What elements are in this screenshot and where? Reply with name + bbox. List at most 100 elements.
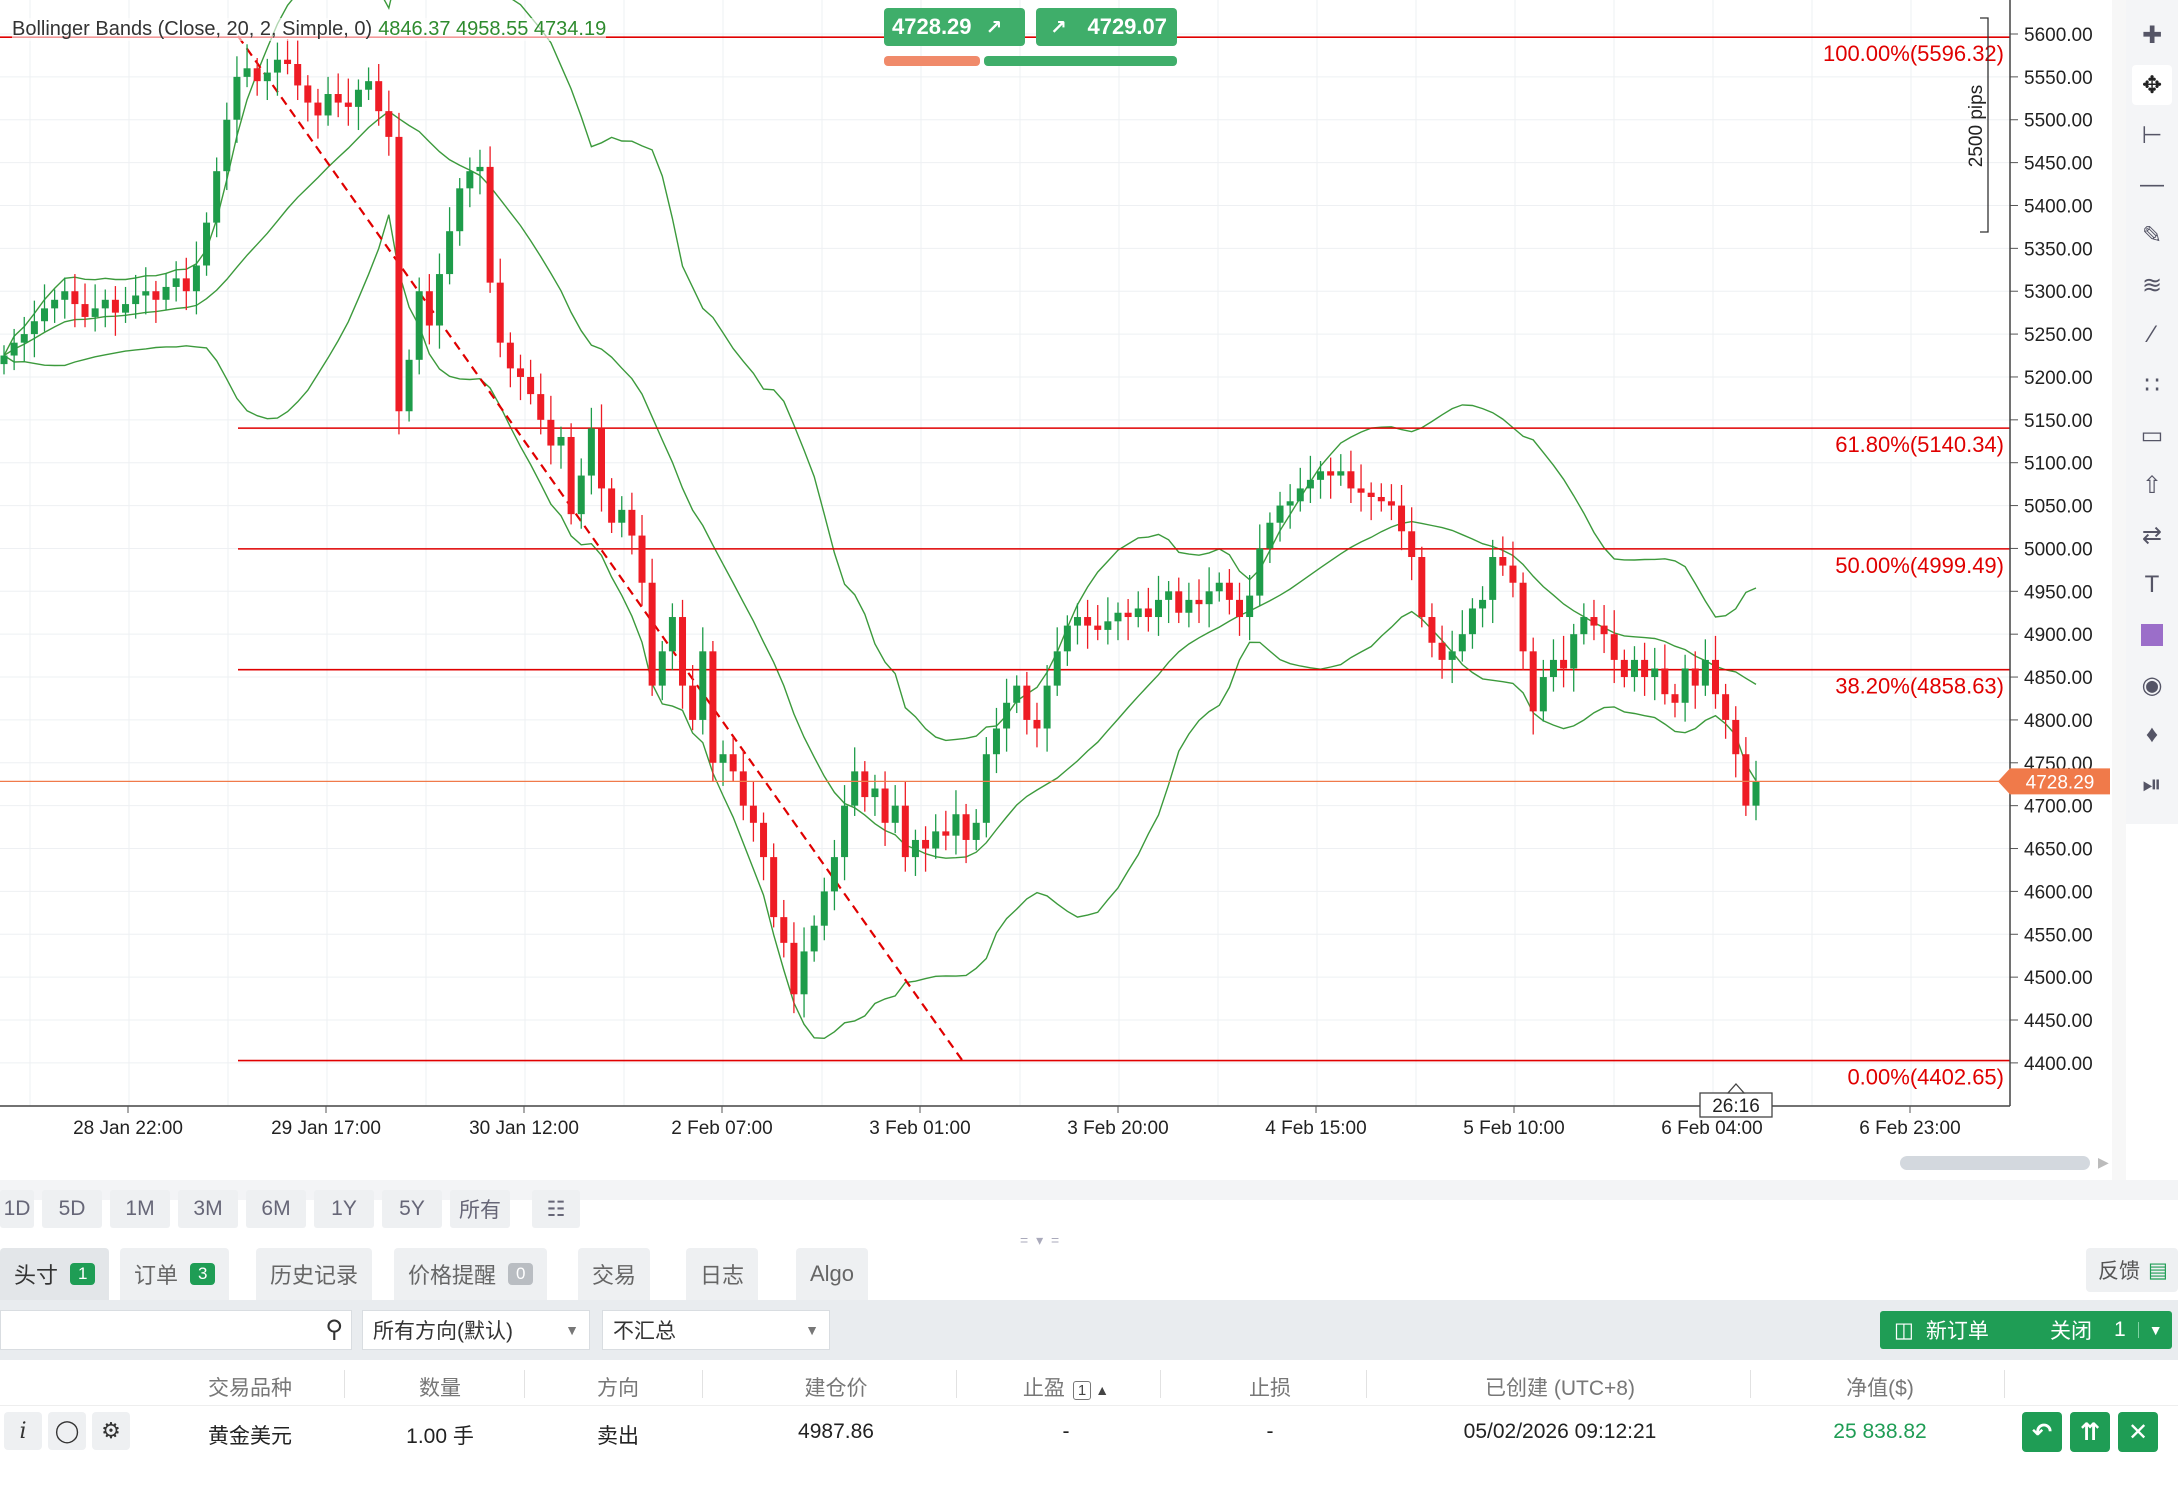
cell-created: 05/02/2026 09:12:21: [1463, 1420, 1657, 1443]
candle-body: [962, 814, 970, 840]
column-divider[interactable]: [702, 1370, 703, 1398]
close-position-button[interactable]: ✕: [2118, 1412, 2158, 1452]
sell-button[interactable]: 4728.29 ↗: [884, 8, 1025, 46]
new-order-button[interactable]: ◫ 新订单: [1880, 1311, 2040, 1349]
info-icon[interactable]: i: [4, 1412, 42, 1450]
camera-icon[interactable]: ◉: [2141, 671, 2163, 699]
drawing-toolbar: ✚ ✥ ⊢ ― ✎ ≋ ⁄ ∷ ▭ ⇧ ⇄ T ◉ ♦ ⏯: [2126, 0, 2178, 824]
table-row[interactable]: i ◯ ⚙ 黄金美元 1.00 手 卖出 4987.86 - - 05/02/2…: [0, 1406, 2178, 1458]
column-header[interactable]: 止损: [1200, 1372, 1340, 1402]
buy-button[interactable]: ↗ 4729.07: [1036, 8, 1177, 46]
cursor-crosshair-icon[interactable]: ✥: [2132, 65, 2172, 105]
column-header[interactable]: 止盈 1 ▲: [996, 1372, 1136, 1402]
direction-select[interactable]: 所有方向(默认) ▼: [362, 1310, 590, 1350]
candle-body: [1073, 617, 1081, 626]
close-all-button[interactable]: 关闭 1 ▼: [2034, 1311, 2172, 1349]
price-tick-label: 5500.00: [2024, 111, 2093, 132]
column-divider[interactable]: [524, 1370, 525, 1398]
candle-body: [1185, 599, 1193, 613]
column-header[interactable]: 建仓价: [766, 1372, 906, 1402]
arrow-up-shape-icon[interactable]: ⇧: [2141, 471, 2163, 499]
indicator-label[interactable]: Bollinger Bands (Close, 20, 2, Simple, 0…: [12, 18, 607, 41]
double-position-button[interactable]: ⇈: [2070, 1412, 2110, 1452]
calendar-icon[interactable]: ☷: [532, 1190, 580, 1228]
chevron-down-icon[interactable]: ▼: [2137, 1322, 2163, 1338]
tab-3[interactable]: 价格提醒 0: [394, 1248, 548, 1300]
crosshair-icon[interactable]: ✚: [2141, 21, 2163, 49]
column-divider[interactable]: [956, 1370, 957, 1398]
column-header[interactable]: 净值($): [1800, 1372, 1960, 1402]
bell-icon[interactable]: ♦: [2145, 721, 2159, 748]
tab-4[interactable]: 交易: [578, 1248, 651, 1300]
candle-body: [1266, 522, 1274, 549]
range-button[interactable]: 1D: [0, 1190, 34, 1228]
toolbar-scroll-track: [2112, 0, 2126, 1180]
chart-grid: [0, 0, 2010, 1106]
candle-body: [1053, 651, 1061, 686]
cell-take-profit[interactable]: -: [1062, 1420, 1070, 1443]
chart-panel[interactable]: 100.00%(5596.32) 61.80%(5140.34) 50.00%(49…: [0, 0, 2112, 1180]
price-chart[interactable]: 100.00%(5596.32) 61.80%(5140.34) 50.00%(49…: [0, 0, 2112, 1146]
panel-splitter[interactable]: = ▾ =: [1020, 1232, 1062, 1248]
aggregate-select[interactable]: 不汇总 ▼: [602, 1310, 830, 1350]
search-icon[interactable]: ⚲: [325, 1316, 343, 1343]
candle-body: [1560, 659, 1568, 669]
color-swatch-icon[interactable]: [2132, 615, 2172, 655]
range-button[interactable]: 所有: [450, 1190, 510, 1228]
candle-body: [1499, 557, 1507, 566]
tab-6[interactable]: Algo: [796, 1248, 869, 1300]
gear-icon[interactable]: ⚙: [92, 1412, 130, 1450]
candle-body: [628, 509, 636, 536]
channel-icon[interactable]: ⁄: [2149, 321, 2154, 348]
cell-stop-loss[interactable]: -: [1266, 1420, 1274, 1443]
column-header[interactable]: 交易品种: [180, 1372, 320, 1402]
scroll-right-icon[interactable]: ▶: [2098, 1154, 2109, 1170]
measure-icon[interactable]: ⊢: [2141, 121, 2163, 149]
tab-2[interactable]: 历史记录: [256, 1248, 373, 1300]
rectangle-icon[interactable]: ▭: [2140, 421, 2164, 449]
candle-body: [1620, 659, 1628, 678]
tab-5[interactable]: 日志: [686, 1248, 759, 1300]
price-tick-label: 5200.00: [2024, 368, 2093, 389]
column-header[interactable]: 方向: [548, 1372, 688, 1402]
replay-icon[interactable]: ⏯: [2142, 771, 2162, 798]
price-tick-label: 4400.00: [2024, 1054, 2093, 1075]
lower-band-line: [3, 214, 1757, 1040]
shield-icon[interactable]: ◯: [48, 1412, 86, 1450]
candle-body: [0, 355, 8, 365]
candle-body: [496, 282, 504, 343]
scrollbar-thumb[interactable]: [1900, 1156, 2090, 1170]
candle-body: [1722, 694, 1730, 720]
candle-body: [1752, 781, 1760, 806]
search-input[interactable]: ⚲: [0, 1310, 352, 1350]
pattern-icon[interactable]: ∷: [2144, 371, 2160, 399]
long-short-icon[interactable]: ⇄: [2141, 521, 2163, 549]
range-button[interactable]: 5Y: [382, 1190, 442, 1228]
aggregate-value: 不汇总: [613, 1320, 676, 1343]
sort-asc-icon: ▲: [1095, 1382, 1110, 1398]
text-icon[interactable]: T: [2144, 571, 2160, 598]
range-button[interactable]: 1M: [110, 1190, 170, 1228]
range-button[interactable]: 3M: [178, 1190, 238, 1228]
range-button[interactable]: 6M: [246, 1190, 306, 1228]
pencil-icon[interactable]: ✎: [2141, 221, 2163, 249]
range-button[interactable]: 1Y: [314, 1190, 374, 1228]
fib-retracement-icon[interactable]: ≋: [2141, 271, 2163, 299]
range-button[interactable]: 5D: [42, 1190, 102, 1228]
candle-body: [1317, 471, 1325, 480]
tab-0[interactable]: 头寸 1: [0, 1248, 110, 1300]
column-divider[interactable]: [1366, 1370, 1367, 1398]
chart-horizontal-scrollbar[interactable]: ▶: [0, 1146, 2112, 1180]
column-divider[interactable]: [344, 1370, 345, 1398]
tab-1[interactable]: 订单 3: [120, 1248, 230, 1300]
candle-body: [1539, 677, 1547, 712]
feedback-button[interactable]: 反馈 ▤: [2086, 1248, 2178, 1292]
column-divider[interactable]: [1750, 1370, 1751, 1398]
candle-body: [1377, 496, 1385, 502]
reverse-position-button[interactable]: ↶: [2022, 1412, 2062, 1452]
column-divider[interactable]: [2004, 1370, 2005, 1398]
column-header[interactable]: 已创建 (UTC+8): [1430, 1372, 1690, 1402]
column-header[interactable]: 数量: [370, 1372, 510, 1402]
trendline-icon[interactable]: ―: [2140, 171, 2164, 198]
column-divider[interactable]: [1160, 1370, 1161, 1398]
